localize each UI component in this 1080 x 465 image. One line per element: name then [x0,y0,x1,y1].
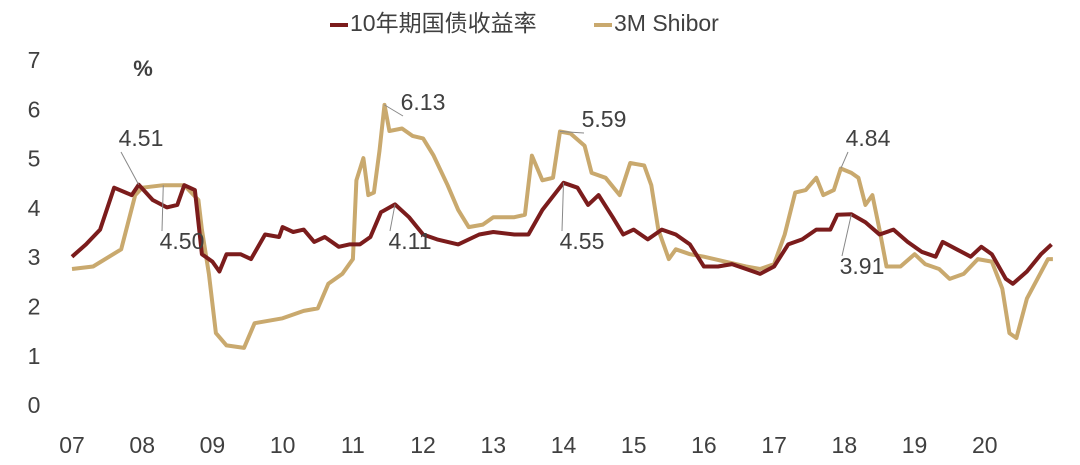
annotation-leader [161,185,164,232]
annotation-label: 3.91 [840,253,885,279]
x-tick-label: 13 [480,432,506,458]
y-tick-label: 6 [28,96,41,122]
annotation-leader [561,182,564,232]
x-tick-label: 11 [341,432,365,458]
legend-label: 10年期国债收益率 [350,10,537,36]
x-tick-label: 09 [200,432,226,458]
annotation-leader [841,214,852,257]
x-tick-label: 12 [410,432,436,458]
annotation-label: 6.13 [401,89,446,115]
y-tick-label: 1 [28,343,41,369]
annotation-label: 4.50 [160,228,205,254]
x-tick-label: 15 [621,432,647,458]
annotation-leader [384,104,404,117]
x-tick-label: 14 [551,432,577,458]
annotation-label: 4.55 [560,228,605,254]
annotation-label: 5.59 [582,106,627,132]
y-tick-label: 2 [28,294,41,320]
x-tick-label: 19 [902,432,928,458]
annotation-leader [120,151,140,185]
legend-label: 3M Shibor [614,10,719,36]
x-tick-label: 16 [691,432,717,458]
x-tick-label: 10 [270,432,296,458]
y-tick-label: 5 [28,146,41,172]
annotation-leader [389,204,396,232]
annotation-label: 4.51 [119,125,164,151]
x-tick-label: 17 [761,432,787,458]
y-tick-label: 0 [28,392,41,418]
x-tick-label: 07 [59,432,85,458]
y-tick-label: 4 [28,195,41,221]
line-series [70,180,1053,286]
y-tick-label: 7 [28,47,41,73]
x-tick-label: 20 [972,432,998,458]
annotation-label: 4.84 [846,125,891,151]
line-series [71,102,1053,350]
annotation-leader [840,151,849,169]
x-tick-label: 18 [832,432,858,458]
unit-label: % [133,56,153,81]
y-tick-label: 3 [28,244,41,270]
x-tick-label: 08 [129,432,155,458]
annotation-label: 4.11 [388,228,431,254]
annotation-leader [559,130,585,134]
